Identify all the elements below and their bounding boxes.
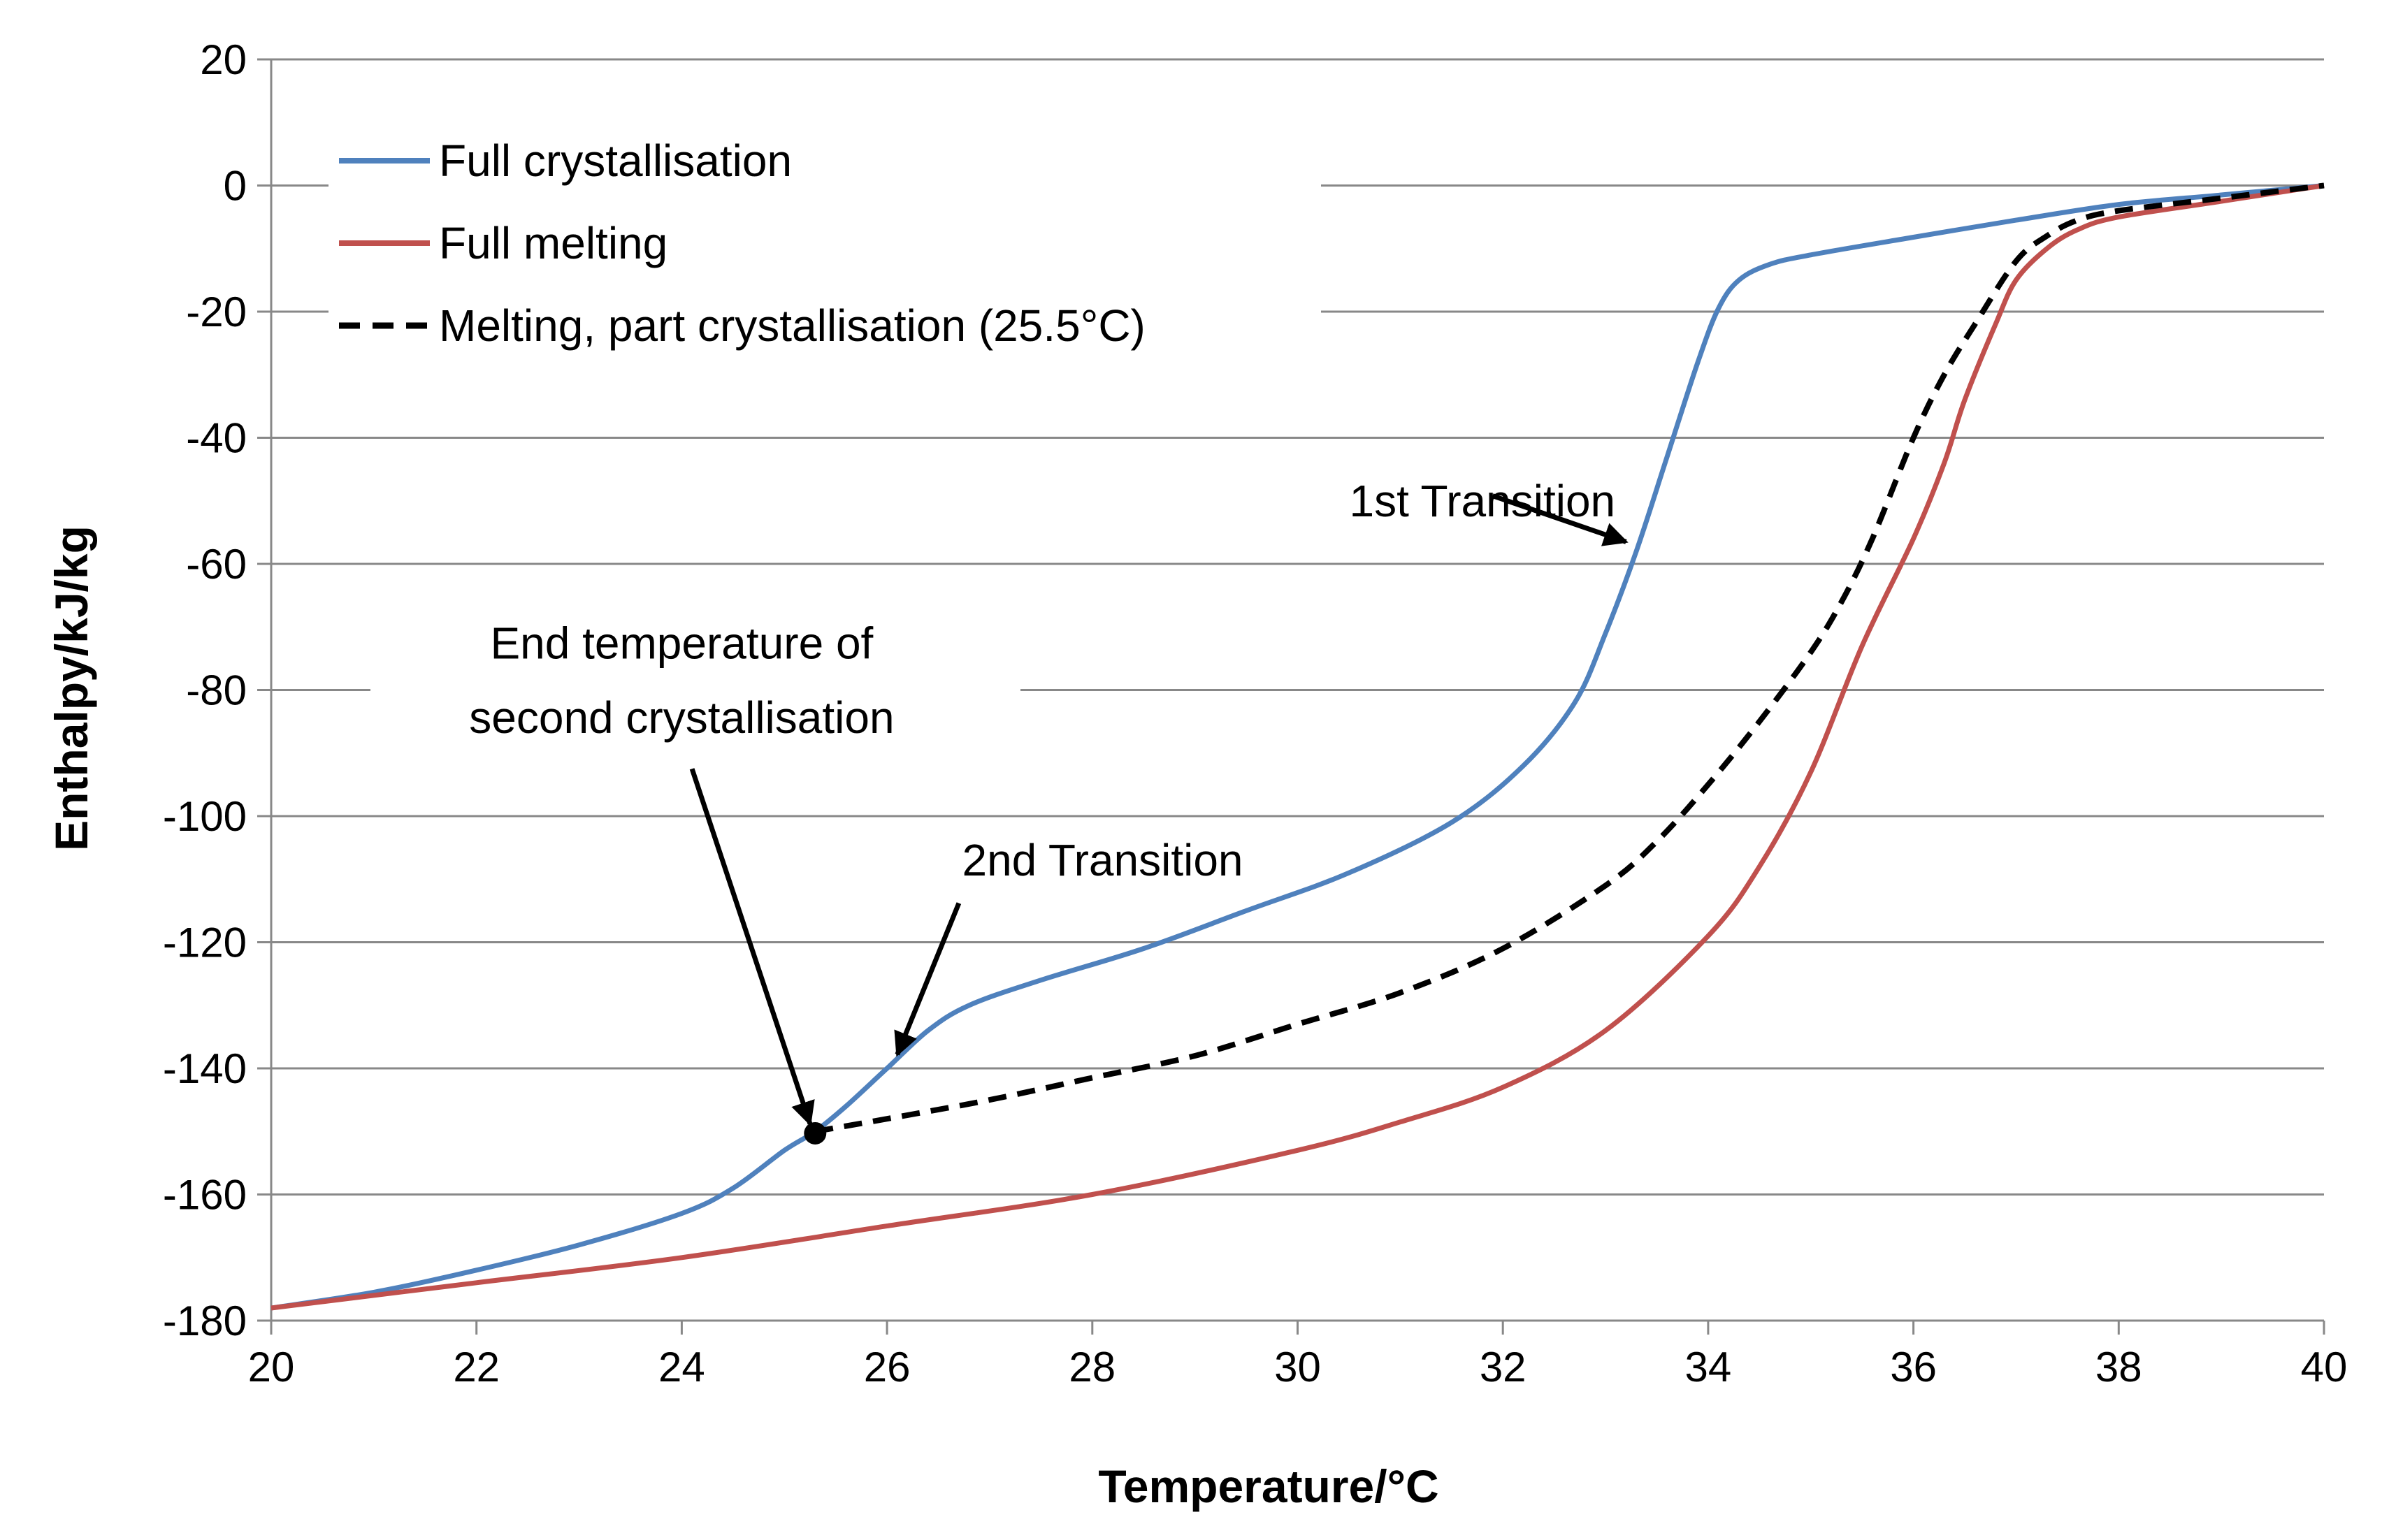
annotation-line: 2nd Transition — [962, 835, 1243, 885]
y-tick-label: -180 — [163, 1298, 247, 1344]
annotation-line: End temperature of — [490, 618, 873, 669]
annotation-arrow-first-transition — [1492, 493, 1629, 546]
annotation-line: second crystallisation — [469, 692, 894, 743]
legend-label-full-crystallisation: Full crystallisation — [439, 136, 792, 186]
annotation-first-transition: 1st Transition — [1350, 476, 1616, 526]
annotation-background — [370, 587, 1020, 751]
annotations: 1st Transition 2nd Transition End temperat… — [469, 476, 1629, 1145]
legend-entry-melting-part-crystallisation: Melting, part crystallisation (25.5°C) — [339, 300, 1146, 351]
x-tick-label: 32 — [1480, 1344, 1526, 1390]
x-tick-label: 40 — [2301, 1344, 2348, 1390]
y-tick-label: -40 — [186, 415, 247, 462]
x-tick-labels: 20 22 24 26 28 30 32 34 36 38 40 — [248, 1344, 2348, 1390]
x-tick-label: 28 — [1069, 1344, 1116, 1390]
y-tick-label: -20 — [186, 289, 247, 335]
x-tick-label: 36 — [1890, 1344, 1937, 1390]
series-line-full-melting — [270, 183, 2325, 1311]
end-temperature-marker — [804, 1121, 827, 1145]
y-axis-title: Enthalpy/kJ/kg — [45, 525, 97, 851]
x-tick-label: 38 — [2095, 1344, 2142, 1390]
y-tick-label: -160 — [163, 1172, 247, 1219]
annotation-line: 1st Transition — [1350, 476, 1616, 526]
y-tick-label: -100 — [163, 793, 247, 840]
annotation-end-temperature: End temperature of second crystallisation — [469, 618, 894, 743]
series-line-full-crystallisation — [270, 183, 2325, 1311]
y-tick-labels: -180 -160 -140 -120 -100 -80 -60 -40 -20 0 20 — [163, 36, 247, 1344]
series-line-melting-part-crystallisation — [814, 182, 2325, 1135]
axes — [270, 59, 2325, 1335]
annotation-arrow-second-transition — [894, 902, 962, 1057]
y-tick-label: 20 — [200, 36, 247, 83]
y-tick-label: 0 — [224, 163, 247, 210]
x-tick-label: 34 — [1685, 1344, 1732, 1390]
legend-label-full-melting: Full melting — [439, 218, 667, 268]
legend-background — [329, 115, 1321, 363]
y-tick-label: -60 — [186, 541, 247, 588]
legend-entry-full-melting: Full melting — [339, 218, 667, 268]
legend: Full crystallisation Full melting Meltin… — [339, 136, 1146, 351]
series-lines — [270, 182, 2325, 1311]
x-tick-label: 24 — [658, 1344, 705, 1390]
x-tick-label: 22 — [453, 1344, 500, 1390]
legend-entry-full-crystallisation: Full crystallisation — [339, 136, 792, 186]
y-tick-label: -120 — [163, 920, 247, 966]
legend-label-melting-part-crystallisation: Melting, part crystallisation (25.5°C) — [439, 300, 1146, 351]
x-tick-label: 20 — [248, 1344, 295, 1390]
annotation-second-transition: 2nd Transition — [962, 835, 1243, 885]
annotation-arrow-end-temperature — [689, 768, 815, 1126]
y-tick-label: -140 — [163, 1045, 247, 1092]
y-tick-label: -80 — [186, 667, 247, 714]
x-axis-title: Temperature/°C — [1098, 1460, 1438, 1512]
x-tick-label: 26 — [864, 1344, 911, 1390]
x-tick-label: 30 — [1274, 1344, 1321, 1390]
